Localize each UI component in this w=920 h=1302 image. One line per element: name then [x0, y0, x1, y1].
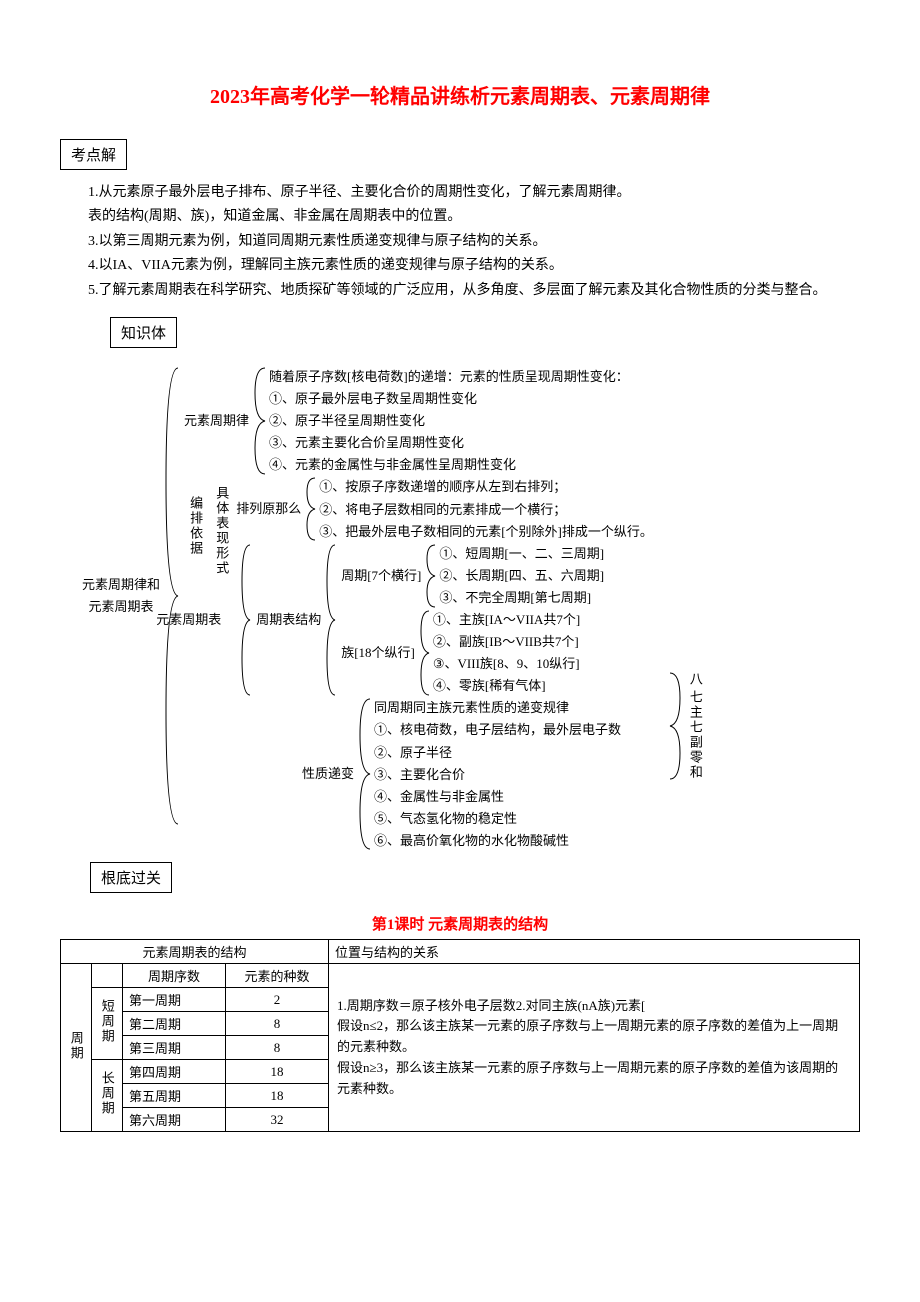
table-cell: 8	[226, 1036, 329, 1060]
tree-leaf: ②、原子半径呈周期性变化	[269, 410, 629, 432]
tree-node: 排列原那么	[236, 498, 301, 520]
table-cell: 2	[226, 988, 329, 1012]
tree-node: 族[18个纵行]	[341, 642, 415, 664]
brace-icon	[323, 543, 339, 697]
table-cell: 周期序数	[123, 964, 226, 988]
tree-leaf: ③、不完全周期[第七周期]	[439, 587, 604, 609]
tree-node: 周期表结构	[256, 609, 321, 631]
tree-leaf: ④、元素的金属性与非金属性呈周期性变化	[269, 454, 629, 476]
brace-icon	[238, 543, 254, 697]
tree-leaf: ⑤、气态氢化物的稳定性	[374, 808, 621, 830]
table-right-text: 1.周期序数＝原子核外电子层数2.对同主族(nA族)元素[ 假设n≤2，那么该主…	[329, 964, 860, 1132]
table-row-label: 周期	[61, 964, 92, 1132]
table-group-label: 长周期	[92, 1060, 123, 1132]
paragraph: 表的结构(周期、族)，知道金属、非金属在周期表中的位置。	[60, 206, 860, 228]
table-header: 元素周期表的结构	[61, 940, 329, 964]
table-cell: 第四周期	[123, 1060, 226, 1084]
tree-leaf: ①、短周期[一、二、三周期]	[439, 543, 604, 565]
brace-icon	[251, 366, 269, 476]
tree-leaf: ③、主要化合价	[374, 764, 621, 786]
tree-node: 元素周期律	[184, 410, 249, 432]
paragraph: 3.以第三周期元素为例，知道同周期元素性质递变规律与原子结构的关系。	[60, 231, 860, 253]
side-text: 八	[686, 672, 703, 690]
brace-icon	[668, 671, 682, 781]
tree-leaf: 同周期同主族元素性质的递变规律	[374, 697, 621, 719]
section-header-1: 考点解	[60, 139, 127, 170]
side-text: 七主七副零和	[686, 690, 703, 780]
tree-leaf: ③、元素主要化合价呈周期性变化	[269, 432, 629, 454]
tree-leaf: ①、核电荷数，电子层结构，最外层电子数	[374, 719, 621, 741]
section-header-3: 根底过关	[90, 862, 172, 893]
table-cell: 元素的种数	[226, 964, 329, 988]
brace-icon	[417, 609, 433, 697]
paragraph: 5.了解元素周期表在科学研究、地质探矿等领域的广泛应用，从多角度、多层面了解元素…	[60, 280, 860, 302]
table-cell: 第二周期	[123, 1012, 226, 1036]
brace-icon	[303, 476, 319, 542]
section-header-2: 知识体	[110, 317, 177, 348]
table-cell: 第五周期	[123, 1084, 226, 1108]
brace-icon	[423, 543, 439, 609]
tree-leaf: ③、把最外层电子数相同的元素[个别除外]排成一个纵行。	[319, 521, 653, 543]
tree-node: 元素周期表	[156, 609, 221, 631]
table-group-label: 短周期	[92, 988, 123, 1060]
table-cell: 32	[226, 1108, 329, 1132]
knowledge-tree: 元素周期律和 元素周期表 元素周期律 随着原子序数[核电荷数]的递增：元素的性质…	[80, 366, 860, 852]
tree-leaf: ①、主族[IA～VIIA共7个]	[433, 609, 580, 631]
tree-leaf: ④、金属性与非金属性	[374, 786, 621, 808]
tree-leaf: 随着原子序数[核电荷数]的递增：元素的性质呈现周期性变化：	[269, 366, 629, 388]
table-cell: 第六周期	[123, 1108, 226, 1132]
tree-leaf: ④、零族[稀有气体]	[433, 675, 580, 697]
tree-leaf: ⑥、最高价氧化物的水化物酸碱性	[374, 830, 621, 852]
tree-leaf: ②、长周期[四、五、六周期]	[439, 565, 604, 587]
table-cell: 第三周期	[123, 1036, 226, 1060]
tree-leaf: ①、原子最外层电子数呈周期性变化	[269, 388, 629, 410]
tree-leaf: ②、将电子层数相同的元素排成一个横行；	[319, 499, 653, 521]
periodic-structure-table: 元素周期表的结构 位置与结构的关系 周期 周期序数 元素的种数 1.周期序数＝原…	[60, 939, 860, 1132]
paragraph: 4.以IA、VIIA元素为例，理解同主族元素性质的递变规律与原子结构的关系。	[60, 255, 860, 277]
tree-node: 周期[7个横行]	[341, 565, 421, 587]
brace-icon	[356, 697, 374, 851]
table-header: 位置与结构的关系	[329, 940, 860, 964]
lesson-subtitle: 第1课时 元素周期表的结构	[60, 913, 860, 934]
table-cell: 8	[226, 1012, 329, 1036]
page-title: 2023年高考化学一轮精品讲练析元素周期表、元素周期律	[60, 80, 860, 109]
paragraph: 1.从元素原子最外层电子排布、原子半径、主要化合价的周期性变化，了解元素周期律。	[60, 182, 860, 204]
side-annotation: 八 七主七副零和	[668, 671, 703, 781]
tree-leaf: ②、副族[IB～VIIB共7个]	[433, 631, 580, 653]
tree-leaf: ①、按原子序数递增的顺序从左到右排列；	[319, 476, 653, 498]
table-cell: 18	[226, 1084, 329, 1108]
table-cell: 第一周期	[123, 988, 226, 1012]
table-cell: 18	[226, 1060, 329, 1084]
tree-leaf: ②、原子半径	[374, 742, 621, 764]
tree-node: 性质递变	[302, 763, 354, 785]
tree-leaf: ③、VIII族[8、9、10纵行]	[433, 653, 580, 675]
